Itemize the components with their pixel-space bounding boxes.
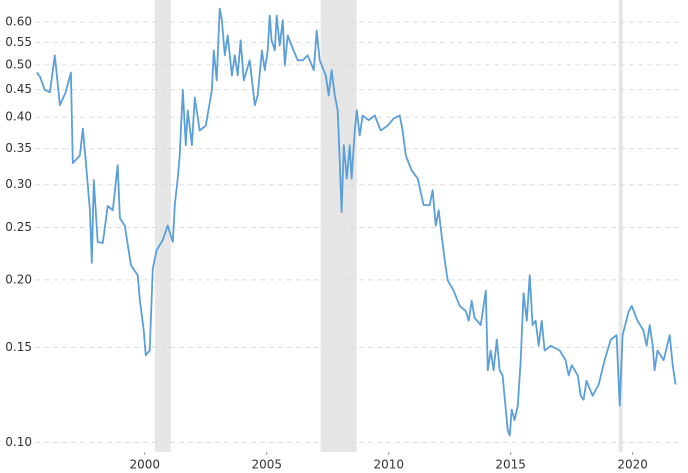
y-tick-label: 0.60 xyxy=(5,15,32,29)
recession-band xyxy=(618,0,623,452)
y-tick-label: 0.10 xyxy=(5,435,32,449)
y-tick-label: 0.15 xyxy=(5,340,32,354)
y-tick-label: 0.30 xyxy=(5,177,32,191)
x-tick-label: 2010 xyxy=(373,458,404,472)
x-tick-label: 2020 xyxy=(617,458,648,472)
x-tick-label: 2015 xyxy=(495,458,526,472)
x-tick-label: 2000 xyxy=(129,458,160,472)
y-tick-label: 0.50 xyxy=(5,57,32,71)
recession-band xyxy=(320,0,357,452)
y-tick-label: 0.45 xyxy=(5,82,32,96)
y-tick-label: 0.25 xyxy=(5,220,32,234)
y-tick-label: 0.40 xyxy=(5,110,32,124)
x-tick-label: 2005 xyxy=(251,458,282,472)
y-tick-label: 0.35 xyxy=(5,141,32,155)
y-tick-label: 0.20 xyxy=(5,272,32,286)
recession-band xyxy=(154,0,171,452)
data-line xyxy=(36,7,677,437)
y-tick-label: 0.55 xyxy=(5,35,32,49)
